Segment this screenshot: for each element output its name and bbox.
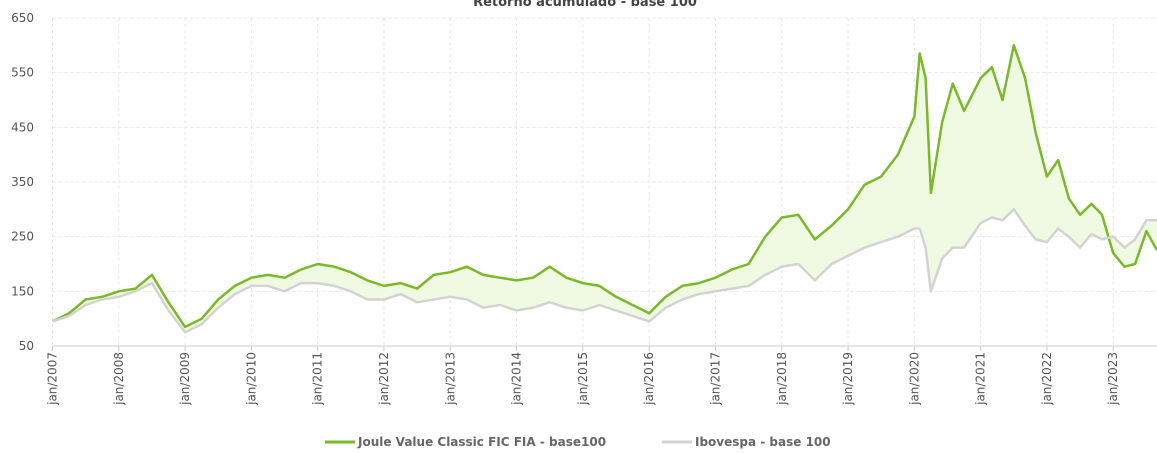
x-tick-label: jan/2023: [1106, 352, 1120, 406]
y-tick-label: 50: [19, 339, 34, 353]
between-area: [52, 45, 1157, 333]
x-tick-label: jan/2008: [112, 352, 126, 406]
y-tick-label: 550: [11, 66, 34, 80]
chart-title: Retorno acumulado - base 100: [473, 0, 697, 10]
x-tick-label: jan/2007: [46, 352, 60, 406]
series-line: [51, 44, 1157, 329]
legend-label: Ibovespa - base 100: [695, 435, 831, 449]
x-tick-label: jan/2016: [642, 352, 656, 406]
x-tick-label: jan/2017: [708, 352, 722, 406]
x-tick-label: jan/2015: [576, 352, 590, 406]
x-tick-label: jan/2013: [443, 352, 457, 406]
series-line: [52, 208, 1157, 334]
y-tick-label: 650: [11, 11, 34, 25]
x-tick-label: jan/2021: [974, 352, 988, 406]
y-tick-label: 150: [11, 284, 34, 298]
x-tick-label: jan/2018: [775, 352, 789, 406]
y-tick-label: 450: [11, 120, 34, 134]
x-tick-label: jan/2022: [1040, 352, 1054, 406]
x-tick-label: jan/2012: [377, 352, 391, 406]
y-tick-label: 250: [11, 230, 34, 244]
x-tick-label: jan/2019: [841, 352, 855, 406]
y-tick-label: 350: [11, 175, 34, 189]
legend-label: Joule Value Classic FIC FIA - base100: [357, 435, 606, 449]
x-tick-label: jan/2011: [311, 352, 325, 406]
x-tick-label: jan/2020: [907, 352, 921, 406]
x-tick-label: jan/2014: [510, 352, 524, 406]
x-tick-label: jan/2010: [244, 352, 258, 406]
x-tick-label: jan/2009: [178, 352, 192, 406]
